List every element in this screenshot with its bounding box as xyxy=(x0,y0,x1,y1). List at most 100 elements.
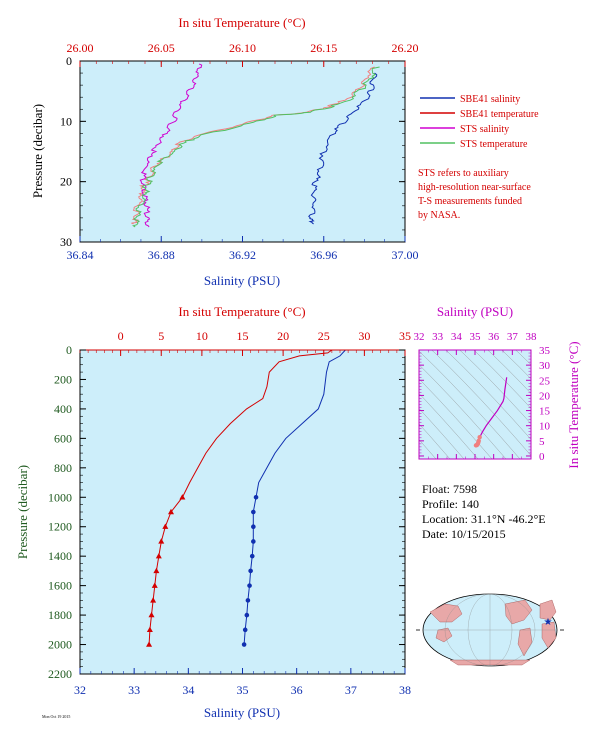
bottom-salinity-marker xyxy=(249,553,255,559)
bottom-temperature-tick: 10 xyxy=(196,329,208,343)
ts-plot-area xyxy=(419,350,531,459)
top-salinity-tick: 36.96 xyxy=(310,248,337,262)
top-series-sts-temperature xyxy=(132,66,380,228)
bottom-salinity-tick: 35 xyxy=(237,683,249,697)
bottom-temperature-tick: 0 xyxy=(118,329,124,343)
bottom-temperature-tick: 20 xyxy=(277,329,289,343)
note-line-4: by NASA. xyxy=(418,210,460,221)
bottom-salinity-axis-label: Salinity (PSU) xyxy=(204,705,280,720)
bottom-temperature-axis-label: In situ Temperature (°C) xyxy=(178,304,305,319)
bottom-temperature-marker xyxy=(179,494,186,500)
top-temperature-tick: 26.20 xyxy=(392,41,419,55)
bottom-temperature-marker xyxy=(148,611,155,618)
ts-temperature-tick: 30 xyxy=(539,360,551,372)
top-pressure-tick: 30 xyxy=(60,235,72,249)
bottom-salinity-marker xyxy=(251,539,256,544)
footer-stamp: Mon Oct 19 2015 xyxy=(42,714,70,719)
ts-temperature-tick: 10 xyxy=(539,421,551,433)
bottom-temperature-tick: 25 xyxy=(318,329,330,343)
map-land-australia xyxy=(435,627,453,643)
top-temperature-tick: 26.10 xyxy=(229,41,256,55)
bottom-chart-axes: 32 33 34 35 36 37 38 0 5 10 15 20 25 30 35 0 200 400 600 80… xyxy=(48,329,411,697)
ts-salinity-tick: 33 xyxy=(432,331,444,343)
bottom-pressure-tick: 1400 xyxy=(48,549,72,563)
bottom-pressure-tick: 1200 xyxy=(48,520,72,534)
ts-temperature-tick: 35 xyxy=(539,345,551,357)
bottom-temperature-marker xyxy=(155,552,162,559)
bottom-salinity-tick: 34 xyxy=(182,683,194,697)
bottom-salinity-marker xyxy=(248,568,253,574)
ts-deep-marker xyxy=(473,443,479,448)
bottom-plot-area xyxy=(80,350,405,674)
ts-salinity-tick: 35 xyxy=(470,331,482,343)
bottom-temperature-marker xyxy=(162,523,169,529)
top-pressure-tick: 0 xyxy=(66,54,72,68)
ts-chart-marks xyxy=(419,350,531,459)
ts-deep-marker xyxy=(477,435,482,440)
bottom-pressure-tick: 200 xyxy=(54,372,72,386)
top-note: STS refers to auxiliary high-resolution … xyxy=(418,168,531,221)
legend-sts-temperature: STS temperature xyxy=(460,139,528,150)
bottom-salinity-marker xyxy=(244,612,250,618)
bottom-temperature-marker xyxy=(146,626,153,633)
top-pressure-tick: 20 xyxy=(60,175,72,189)
top-salinity-tick: 36.88 xyxy=(148,248,175,262)
ts-salinity-axis-label: Salinity (PSU) xyxy=(437,304,513,319)
bottom-pressure-tick: 1600 xyxy=(48,579,72,593)
world-map: ★ xyxy=(416,593,564,667)
bottom-temperature-marker xyxy=(150,597,157,603)
float-info: Float: 7598 Profile: 140 Location: 31.1°… xyxy=(422,482,546,541)
ts-chart: 32 33 34 35 36 37 38 0 5 10 15 20 25 30 35 Salinity (P… xyxy=(414,304,582,469)
profile-number: Profile: 140 xyxy=(422,497,479,511)
bottom-temperature-marker xyxy=(151,582,158,588)
top-series-sbe41-temperature xyxy=(131,66,375,225)
ts-salinity-tick: 32 xyxy=(414,331,425,343)
bottom-temperature-tick: 5 xyxy=(158,329,164,343)
ts-salinity-tick: 38 xyxy=(526,331,538,343)
bottom-pressure-tick: 800 xyxy=(54,461,72,475)
bottom-salinity-tick: 38 xyxy=(399,683,411,697)
top-pressure-tick: 10 xyxy=(60,114,72,128)
top-salinity-tick: 36.84 xyxy=(67,248,94,262)
location: Location: 31.1°N -46.2°E xyxy=(422,512,546,526)
map-continents xyxy=(429,599,557,666)
bottom-temperature-marker xyxy=(153,567,160,574)
map-land-europe xyxy=(539,599,557,621)
top-salinity-tick: 37.00 xyxy=(392,248,419,262)
note-line-2: high-resolution near-surface xyxy=(418,182,531,193)
bottom-chart-marks xyxy=(146,349,346,647)
bottom-temperature-marker xyxy=(146,641,153,647)
bottom-pressure-axis-label: Pressure (decibar) xyxy=(15,465,30,559)
bottom-salinity-marker xyxy=(242,627,248,633)
bottom-temperature-marker xyxy=(158,538,165,544)
bottom-salinity-tick: 37 xyxy=(345,683,357,697)
ts-temperature-axis-label: In situ Temperature (°C) xyxy=(566,341,581,468)
bottom-chart: 32 33 34 35 36 37 38 0 5 10 15 20 25 30 35 0 200 400 600 80… xyxy=(15,304,411,720)
bottom-pressure-tick: 2000 xyxy=(48,638,72,652)
map-land-south-america xyxy=(517,627,533,657)
bottom-salinity-marker xyxy=(251,524,256,530)
top-legend: SBE41 salinity SBE41 temperature STS sal… xyxy=(420,94,539,150)
float-location-marker: ★ xyxy=(544,617,553,628)
bottom-temperature-tick: 30 xyxy=(358,329,370,343)
ts-salinity-tick: 37 xyxy=(507,331,519,343)
legend-sbe-salinity: SBE41 salinity xyxy=(460,94,520,105)
bottom-salinity-marker xyxy=(247,583,252,588)
float-id: Float: 7598 xyxy=(422,482,477,496)
ts-temperature-tick: 20 xyxy=(539,390,551,402)
bottom-salinity-tick: 33 xyxy=(128,683,140,697)
bottom-salinity-marker xyxy=(245,598,251,603)
top-temperature-tick: 26.00 xyxy=(67,41,94,55)
top-temperature-tick: 26.05 xyxy=(148,41,175,55)
map-graticule xyxy=(423,593,557,667)
top-salinity-axis-label: Salinity (PSU) xyxy=(204,273,280,288)
map-land-africa xyxy=(541,621,557,649)
bottom-pressure-tick: 0 xyxy=(66,343,72,357)
top-chart-axes: 36.84 36.88 36.92 36.96 37.00 26.00 26.05 26.10… xyxy=(60,41,419,262)
bottom-temperature-line xyxy=(148,349,333,645)
top-pressure-axis-label: Pressure (decibar) xyxy=(30,104,45,198)
legend-sbe-temperature: SBE41 temperature xyxy=(460,109,539,120)
bottom-pressure-tick: 2200 xyxy=(48,667,72,681)
bottom-temperature-tick: 15 xyxy=(237,329,249,343)
